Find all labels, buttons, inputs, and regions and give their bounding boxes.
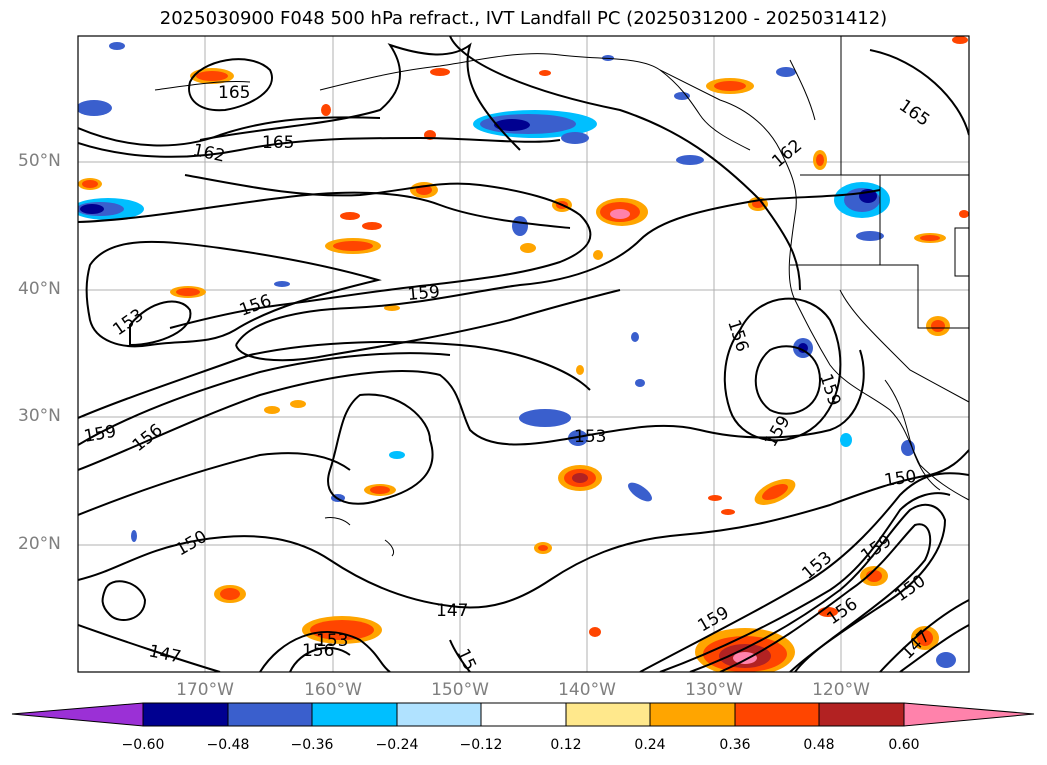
contour-label: 153: [109, 305, 147, 340]
contour-label: 150: [883, 467, 918, 491]
colorbar-bin: [311, 702, 398, 727]
colorbar-tick: 0.48: [803, 737, 835, 753]
lon-label: 140°W: [558, 680, 616, 700]
contour-label: 162: [191, 140, 227, 166]
contour-label: 159: [407, 282, 441, 305]
lon-label: 130°W: [685, 680, 743, 700]
map-title: 2025030900 F048 500 hPa refract., IVT La…: [159, 8, 888, 29]
contour-label: 156: [237, 291, 274, 321]
colorbar-tick: −0.12: [459, 737, 503, 753]
contour-label: 150: [891, 571, 929, 606]
contour-label: 153: [316, 631, 348, 651]
map-plot-area: 165 165 162 165 162 159 156 153 156 159 …: [78, 36, 969, 674]
contour-label: 159: [761, 412, 795, 450]
contour-label: 156: [129, 420, 167, 456]
colorbar-bin: [480, 702, 567, 727]
contour-labels: 165 165 162 165 162 159 156 153 156 159 …: [82, 83, 934, 674]
colorbar-tick: −0.24: [375, 737, 419, 753]
colorbar-bin: [565, 702, 651, 727]
colorbar-tick: −0.36: [290, 737, 334, 753]
contour-label: 165: [218, 83, 250, 103]
lon-label: 170°W: [176, 680, 234, 700]
lon-label: 150°W: [431, 680, 489, 700]
contour-label: 153: [574, 427, 606, 447]
colorbar: [11, 702, 1035, 727]
map-frame: [77, 35, 970, 673]
positive-shading: [78, 36, 969, 672]
contour-label: 147: [147, 641, 183, 667]
colorbar-bin: [734, 702, 820, 727]
colorbar-tick: −0.48: [206, 737, 250, 753]
colorbar-bin: [818, 702, 905, 727]
political-borders: [790, 36, 969, 403]
colorbar-tick: 0.36: [719, 737, 751, 753]
colorbar-bin: [649, 702, 736, 727]
refractivity-contours: [78, 36, 969, 672]
colorbar-max-arrow: [903, 702, 1035, 727]
colorbar-tick: 0.24: [634, 737, 666, 753]
colorbar-tick: 0.12: [550, 737, 582, 753]
contour-label: 147: [436, 601, 468, 621]
colorbar-bin: [227, 702, 313, 727]
coastlines: [154, 53, 969, 557]
colorbar-min-arrow: [11, 702, 144, 727]
lat-label: 40°N: [18, 279, 61, 299]
lat-label: 30°N: [18, 406, 61, 426]
negative-shading: [78, 42, 956, 668]
lat-label: 50°N: [18, 151, 61, 171]
contour-label: 165: [262, 133, 294, 153]
contour-label: 159: [82, 422, 117, 447]
contour-label: 165: [895, 96, 933, 131]
lon-label: 120°W: [812, 680, 870, 700]
colorbar-bin: [396, 702, 482, 727]
contour-label: 162: [768, 136, 806, 172]
contour-label: 153: [798, 548, 836, 584]
lat-label: 20°N: [18, 534, 61, 554]
contour-label: 156: [723, 317, 752, 354]
lon-label: 160°W: [304, 680, 362, 700]
contour-label: 156: [302, 641, 334, 661]
contour-label: 15: [452, 646, 479, 674]
colorbar-tick: −0.60: [121, 737, 165, 753]
colorbar-tick: 0.60: [888, 737, 920, 753]
colorbar-bin: [142, 702, 229, 727]
